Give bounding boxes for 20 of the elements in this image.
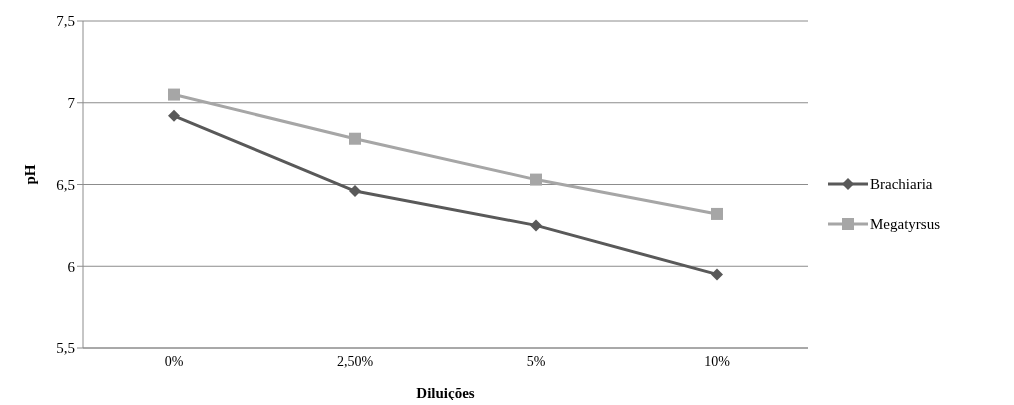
point [349, 185, 361, 198]
point [168, 109, 180, 122]
point [349, 132, 361, 145]
legend-label: Megatyrsus [870, 215, 940, 233]
x-tick-label: 10% [704, 353, 731, 369]
y-tick-label: 6 [67, 258, 76, 275]
y-tick-label: 7,5 [56, 13, 75, 30]
y-tick-label: 5,5 [56, 340, 75, 357]
x-tick-label: 0% [164, 353, 184, 369]
y-tick-label: 7 [67, 95, 76, 112]
point [168, 88, 180, 101]
y-axis-title: pH [22, 164, 39, 185]
x-tick-label: 2,50% [336, 353, 374, 369]
y-tick-label: 6,5 [56, 176, 75, 193]
point [530, 173, 542, 186]
x-tick-label: 5% [526, 353, 546, 369]
point [530, 219, 542, 232]
point [711, 268, 723, 281]
legend-label: Brachiaria [870, 175, 933, 193]
point [711, 207, 723, 220]
